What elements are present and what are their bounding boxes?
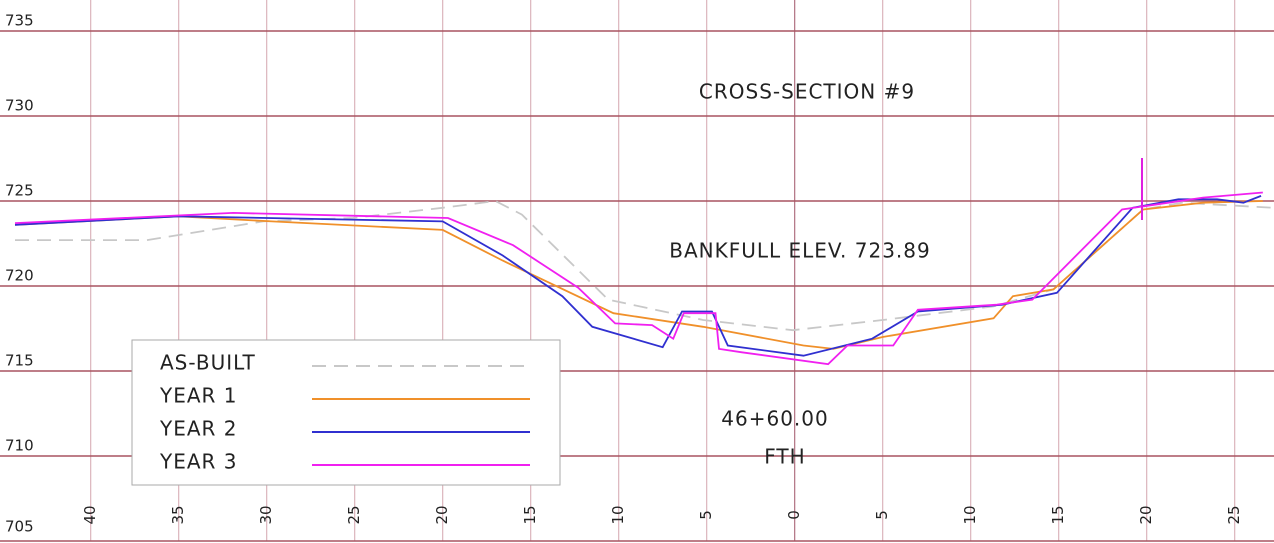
y-tick-label: 735 <box>5 12 34 30</box>
x-tick-label: 10 <box>961 505 979 524</box>
x-tick-label: 15 <box>521 505 539 524</box>
location-label: FTH <box>764 445 805 469</box>
station-label: 46+60.00 <box>721 407 828 431</box>
legend-box <box>131 339 561 486</box>
series-line <box>14 191 1263 366</box>
y-tick-label: 710 <box>5 437 34 455</box>
x-tick-label: 10 <box>609 505 627 524</box>
legend-label: AS-BUILT <box>160 351 256 375</box>
section-title: CROSS-SECTION #9 <box>699 80 915 104</box>
y-tick-label: 730 <box>5 97 34 115</box>
y-tick-label: 705 <box>5 518 34 536</box>
series-line <box>14 195 1262 357</box>
legend-label: YEAR 2 <box>159 417 238 441</box>
x-tick-label: 35 <box>169 505 187 524</box>
x-tick-label: 5 <box>697 510 715 520</box>
x-tick-label: 25 <box>1225 505 1243 524</box>
x-tick-label: 30 <box>257 505 275 524</box>
x-tick-label: 0 <box>785 510 803 520</box>
series-line <box>15 200 1274 332</box>
lines <box>14 191 1274 366</box>
bankfull-label: BANKFULL ELEV. 723.89 <box>669 239 930 263</box>
x-tick-label: 5 <box>873 510 891 520</box>
y-tick-label: 715 <box>5 352 34 370</box>
x-tick-label: 15 <box>1049 505 1067 524</box>
y-tick-label: 725 <box>5 182 34 200</box>
x-tick-label: 20 <box>433 505 451 524</box>
legend-label: YEAR 1 <box>159 384 238 408</box>
x-tick-label: 20 <box>1137 505 1155 524</box>
series-line <box>14 200 1263 350</box>
y-tick-label: 720 <box>5 267 34 285</box>
legend-label: YEAR 3 <box>159 450 238 474</box>
x-tick-label: 40 <box>81 505 99 524</box>
x-tick-label: 25 <box>345 505 363 524</box>
legend: AS-BUILT YEAR 1 YEAR 2 YEAR 3 <box>131 339 561 486</box>
